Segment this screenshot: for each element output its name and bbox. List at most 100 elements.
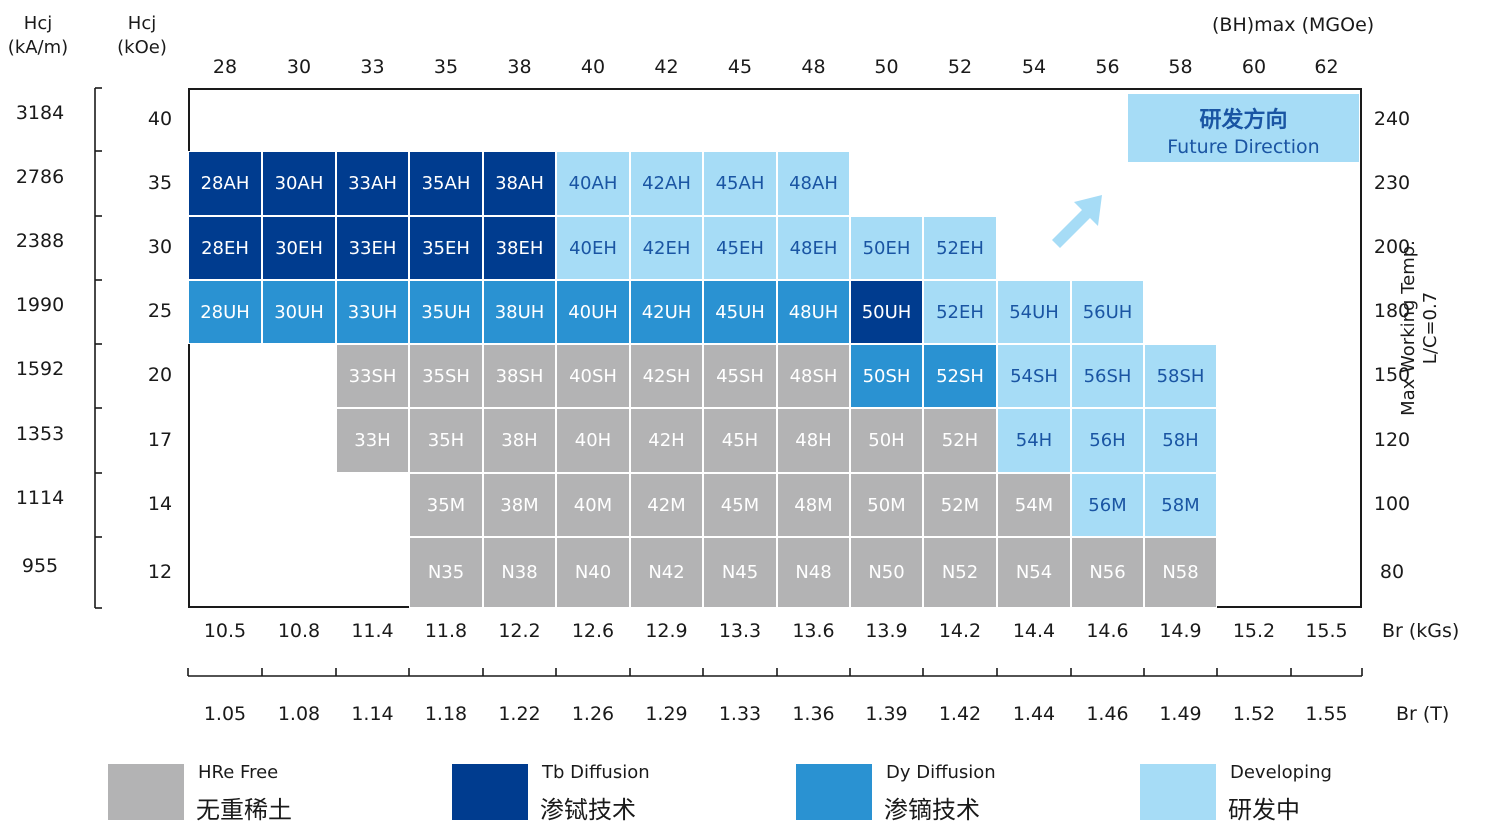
grade-cell-56uh: 56UH bbox=[1071, 280, 1144, 344]
future-direction-en: Future Direction bbox=[1167, 136, 1320, 158]
br-kgs-tick-11.4: 11.4 bbox=[351, 620, 394, 642]
legend-swatch-3 bbox=[1140, 764, 1216, 820]
grade-cell-n56: N56 bbox=[1071, 537, 1144, 608]
hcj-ka-tick-955: 955 bbox=[21, 554, 59, 577]
bhmax-tick-56: 56 bbox=[1095, 56, 1120, 78]
br-t-tick-1.33: 1.33 bbox=[718, 703, 762, 725]
grade-cell-40eh: 40EH bbox=[556, 216, 630, 280]
br-kgs-tick-13.9: 13.9 bbox=[865, 620, 908, 642]
grade-cell-40ah: 40AH bbox=[556, 151, 630, 216]
br-t-tick-1.26: 1.26 bbox=[571, 703, 615, 725]
br-t-tick-1.52: 1.52 bbox=[1232, 703, 1276, 725]
hcj-koe-tick-25: 25 bbox=[147, 300, 173, 322]
grade-cell-50sh: 50SH bbox=[850, 344, 923, 408]
br-t-tick-1.08: 1.08 bbox=[277, 703, 321, 725]
grade-cell-52eh: 52EH bbox=[923, 280, 997, 344]
hcj-ka-header: Hcj (kA/m) bbox=[0, 12, 76, 60]
bhmax-tick-33: 33 bbox=[360, 56, 385, 78]
grade-cell-n35: N35 bbox=[409, 537, 483, 608]
grade-cell-45h: 45H bbox=[703, 408, 777, 473]
grade-cell-58m: 58M bbox=[1144, 473, 1217, 537]
grade-cell-28eh: 28EH bbox=[188, 216, 262, 280]
temp-tick-200: 200 bbox=[1373, 236, 1411, 258]
grade-cell-38sh: 38SH bbox=[483, 344, 556, 408]
br-t-tick-1.39: 1.39 bbox=[865, 703, 908, 725]
grade-cell-42sh: 42SH bbox=[630, 344, 703, 408]
br-t-tick-1.55: 1.55 bbox=[1305, 703, 1348, 725]
grade-cell-52m: 52M bbox=[923, 473, 997, 537]
br-t-tick-1.14: 1.14 bbox=[351, 703, 394, 725]
grade-cell-30eh: 30EH bbox=[262, 216, 336, 280]
legend-label-zh-0: 无重稀土 bbox=[196, 796, 292, 824]
bhmax-tick-45: 45 bbox=[727, 56, 753, 78]
br-kgs-tick-15.2: 15.2 bbox=[1232, 620, 1276, 642]
legend-label-en-2: Dy Diffusion bbox=[886, 762, 996, 783]
grade-cell-38m: 38M bbox=[483, 473, 556, 537]
bhmax-axis-label: (BH)max (MGOe) bbox=[1212, 14, 1375, 36]
hcj-koe-tick-12: 12 bbox=[147, 560, 173, 583]
br-kgs-tick-15.5: 15.5 bbox=[1305, 620, 1348, 642]
br-t-tick-1.36: 1.36 bbox=[792, 703, 835, 725]
grade-cell-33eh: 33EH bbox=[336, 216, 409, 280]
grade-cell-28ah: 28AH bbox=[188, 151, 262, 216]
grade-cell-54m: 54M bbox=[997, 473, 1071, 537]
hcj-koe-header-text: Hcj (kOe) bbox=[117, 13, 167, 58]
br-kgs-tick-13.3: 13.3 bbox=[718, 620, 762, 642]
legend-swatch-1 bbox=[452, 764, 528, 820]
br-t-tick-1.49: 1.49 bbox=[1159, 703, 1202, 725]
grade-cell-38eh: 38EH bbox=[483, 216, 556, 280]
grade-cell-35eh: 35EH bbox=[409, 216, 483, 280]
br-kgs-tick-13.6: 13.6 bbox=[792, 620, 835, 642]
br-t-tick-1.22: 1.22 bbox=[498, 703, 541, 725]
hcj-ka-tick-2388: 2388 bbox=[15, 230, 65, 252]
grade-cell-50uh: 50UH bbox=[850, 280, 923, 344]
grade-cell-33ah: 33AH bbox=[336, 151, 409, 216]
grade-cell-48eh: 48EH bbox=[777, 216, 850, 280]
temp-tick-150: 150 bbox=[1373, 364, 1411, 386]
hcj-ka-tick-1114: 1114 bbox=[15, 487, 65, 509]
grade-cell-42eh: 42EH bbox=[630, 216, 703, 280]
hcj-ka-header-text: Hcj (kA/m) bbox=[7, 13, 69, 58]
grade-cell-45m: 45M bbox=[703, 473, 777, 537]
grade-cell-58h: 58H bbox=[1144, 408, 1217, 473]
future-arrow-icon bbox=[1052, 195, 1102, 248]
hcj-koe-tick-35: 35 bbox=[147, 171, 173, 194]
temp-tick-120: 120 bbox=[1373, 428, 1411, 451]
hcj-ka-tick-1592: 1592 bbox=[15, 358, 65, 380]
grade-cell-42uh: 42UH bbox=[630, 280, 703, 344]
bhmax-tick-38: 38 bbox=[507, 56, 532, 78]
br-kgs-tick-14.6: 14.6 bbox=[1086, 620, 1129, 642]
grade-cell-45sh: 45SH bbox=[703, 344, 777, 408]
br-t-tick-1.29: 1.29 bbox=[645, 703, 688, 725]
future-direction-zh: 研发方向 bbox=[1199, 108, 1288, 133]
grade-cell-n40: N40 bbox=[556, 537, 630, 608]
br-kgs-tick-12.2: 12.2 bbox=[498, 620, 541, 642]
grade-cell-48ah: 48AH bbox=[777, 151, 850, 216]
bhmax-tick-30: 30 bbox=[286, 56, 312, 78]
br-kgs-tick-12.6: 12.6 bbox=[571, 620, 615, 642]
br-kgs-tick-14.9: 14.9 bbox=[1159, 620, 1202, 642]
hcj-koe-tick-20: 20 bbox=[147, 364, 173, 386]
br-kgs-tick-10.5: 10.5 bbox=[203, 620, 247, 642]
grade-cell-56sh: 56SH bbox=[1071, 344, 1144, 408]
grade-cell-33uh: 33UH bbox=[336, 280, 409, 344]
grade-cell-n42: N42 bbox=[630, 537, 703, 608]
future-direction-box: 研发方向 Future Direction bbox=[1128, 94, 1359, 162]
temp-tick-230: 230 bbox=[1373, 171, 1411, 194]
bhmax-tick-50: 50 bbox=[874, 56, 899, 78]
grade-cell-48m: 48M bbox=[777, 473, 850, 537]
bhmax-tick-60: 60 bbox=[1241, 56, 1267, 78]
grade-cell-48sh: 48SH bbox=[777, 344, 850, 408]
grade-cell-30uh: 30UH bbox=[262, 280, 336, 344]
br-t-tick-1.44: 1.44 bbox=[1012, 703, 1056, 725]
legend-label-en-1: Tb Diffusion bbox=[542, 762, 650, 783]
bhmax-tick-40: 40 bbox=[580, 56, 606, 78]
grade-cell-n58: N58 bbox=[1144, 537, 1217, 608]
legend-label-zh-3: 研发中 bbox=[1228, 796, 1300, 824]
br-kgs-tick-14.2: 14.2 bbox=[938, 620, 982, 642]
hcj-ka-tick-3184: 3184 bbox=[15, 101, 65, 124]
grade-cell-35ah: 35AH bbox=[409, 151, 483, 216]
grade-cell-35sh: 35SH bbox=[409, 344, 483, 408]
br-kgs-tick-11.8: 11.8 bbox=[424, 620, 468, 642]
